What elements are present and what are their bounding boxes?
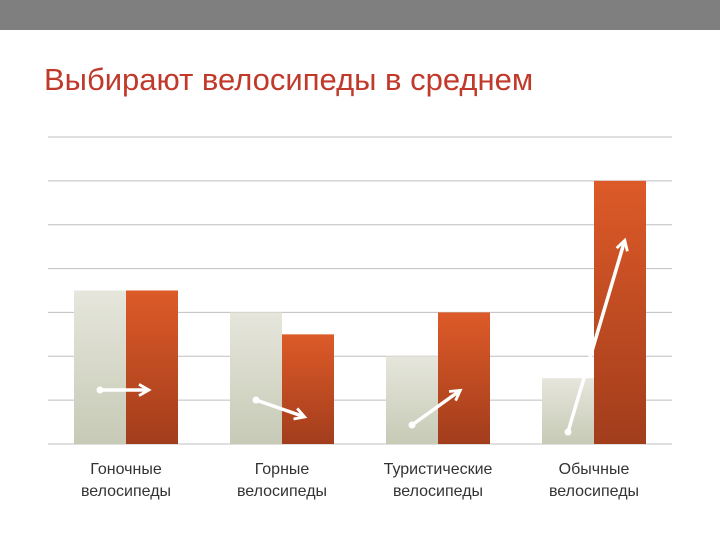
category-label: Туристические	[384, 461, 493, 478]
category-label: велосипеды	[237, 483, 327, 500]
category-label: велосипеды	[81, 483, 171, 500]
trend-arrow	[410, 388, 463, 427]
bar-series-1	[230, 312, 282, 444]
bar-series-2	[126, 290, 178, 444]
category-label: Гоночные	[90, 461, 162, 478]
category-label: Обычные	[559, 461, 630, 478]
bar-series-2	[438, 312, 490, 444]
trend-arrow	[255, 398, 308, 421]
trend-arrow	[566, 237, 629, 433]
bar-series-1	[74, 290, 126, 444]
category-label: Горные	[255, 461, 310, 478]
top-bar	[0, 0, 720, 30]
slide-title: Выбирают велосипеды в среднем	[44, 62, 534, 97]
category-label: велосипеды	[549, 483, 639, 500]
bar-series-1	[386, 356, 438, 444]
category-label: велосипеды	[393, 483, 483, 500]
bar-series-2	[282, 334, 334, 444]
